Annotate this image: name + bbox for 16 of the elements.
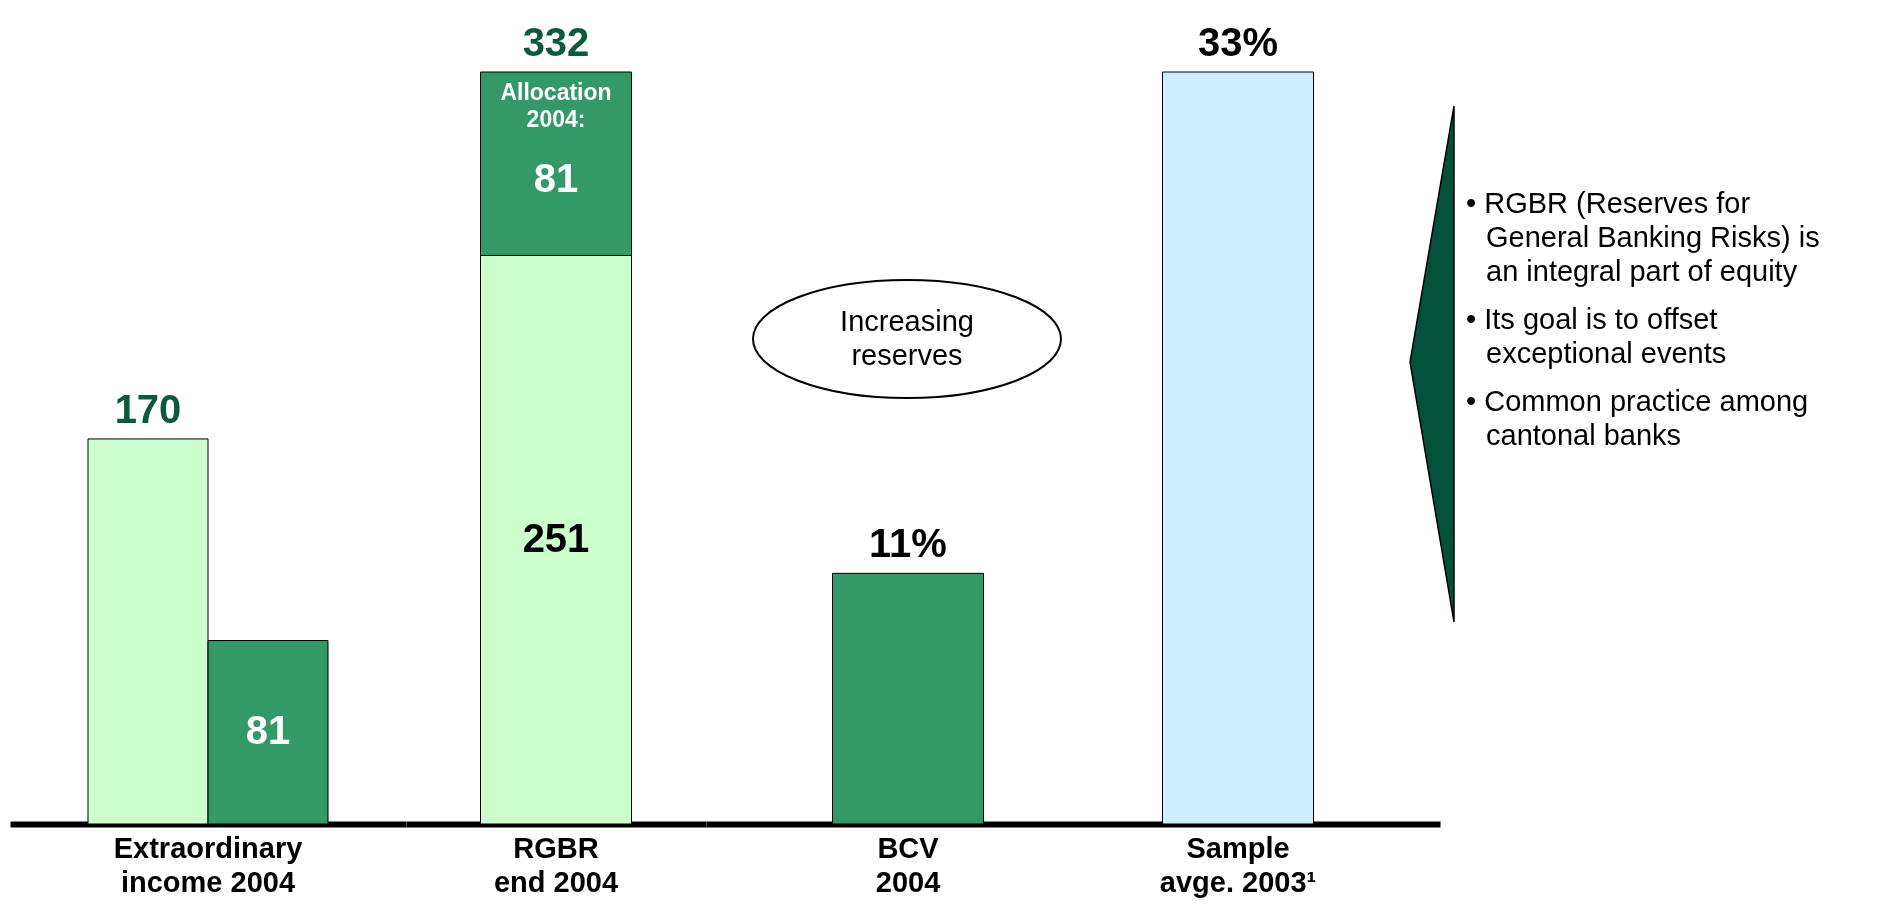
total-label: 332 [522, 20, 590, 64]
data-label: 81 [245, 708, 291, 753]
text: • Its goal is to offset exceptional events [1466, 302, 1728, 370]
data-label: 81 [533, 155, 579, 200]
annotation: Increasing reserves [839, 304, 975, 372]
annotation: Allocation 2004: [500, 79, 612, 132]
x-tick-label: RGBR end 2004 [493, 831, 619, 898]
x-tick-label: BCV 2004 [875, 831, 941, 898]
text: • RGBR (Reserves for General Banking Risks) is an integral part of equity [1466, 186, 1821, 288]
x-tick-label: Sample avge. 2003¹ [1159, 831, 1317, 898]
text: • Common practice among cantonal banks [1466, 384, 1810, 452]
data-label: 251 [522, 515, 590, 560]
x-tick-label: Extraordinary income 2004 [113, 831, 303, 898]
data-label: 170 [114, 386, 182, 431]
data-label: 11% [869, 521, 947, 566]
data-label: 33% [1197, 20, 1279, 64]
